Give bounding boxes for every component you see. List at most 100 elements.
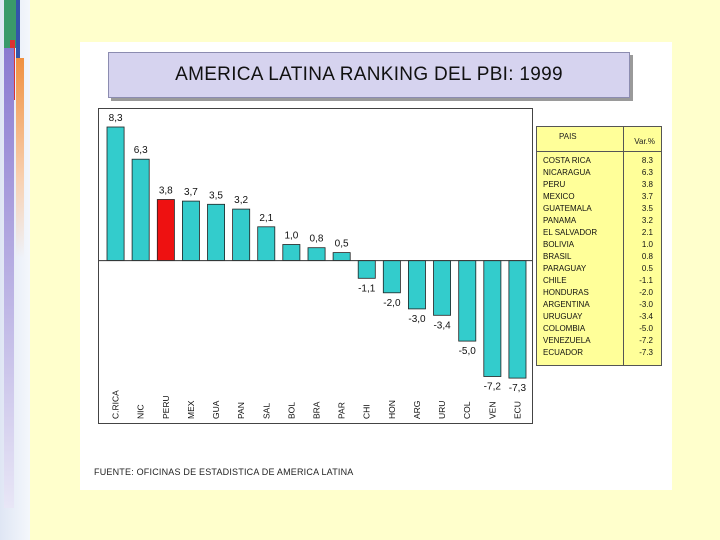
table-row: COLOMBIA -5.0	[537, 324, 661, 336]
category-label: ARG	[412, 401, 422, 419]
bar-hon	[382, 260, 401, 294]
value-label: 3,8	[159, 186, 173, 197]
category-label: ECU	[512, 401, 522, 419]
table-country: PARAGUAY	[543, 264, 587, 273]
table-country: CHILE	[543, 276, 567, 285]
header-country: PAIS	[559, 132, 577, 141]
value-label: 6,3	[134, 145, 148, 156]
category-label: COL	[462, 401, 472, 419]
table-value: 1.0	[641, 240, 653, 249]
value-label: -3,0	[408, 314, 426, 325]
ranking-table: PAIS Var.% COSTA RICA 8.3 NICARAGUA 6.3 PERU…	[536, 126, 662, 366]
chart-title: AMERICA LATINA RANKING DEL PBI: 1999	[108, 52, 630, 98]
slide-left-strip	[0, 0, 30, 540]
value-label: 3,5	[209, 190, 223, 201]
table-value: 0.8	[641, 252, 653, 261]
bar-par	[332, 252, 351, 262]
table-country: ECUADOR	[543, 348, 584, 357]
category-label: BOL	[286, 402, 296, 419]
table-country: ARGENTINA	[543, 300, 590, 309]
table-row: VENEZUELA -7.2	[537, 336, 661, 348]
table-country: BOLIVIA	[543, 240, 575, 249]
table-country: GUATEMALA	[543, 204, 592, 213]
table-country: COLOMBIA	[543, 324, 586, 333]
table-value: -3.0	[639, 300, 653, 309]
table-country: URUGUAY	[543, 312, 583, 321]
value-label: -7,2	[484, 382, 502, 393]
bar-gua	[207, 203, 226, 262]
table-row: NICARAGUA 6.3	[537, 168, 661, 180]
bar-chart: 8,3 6,3 3,8 3,7 3,5 3,2 2,1 1,0 0,8 0,5 -1,1 -2,0 -3…	[99, 113, 532, 419]
category-label: PAN	[236, 402, 246, 419]
bar-arg	[407, 260, 426, 310]
table-country: EL SALVADOR	[543, 228, 598, 237]
bar-pan	[232, 208, 251, 261]
table-row: PARAGUAY 0.5	[537, 264, 661, 276]
table-country: MEXICO	[543, 192, 575, 201]
table-row: HONDURAS -2.0	[537, 288, 661, 300]
category-label: SAL	[261, 403, 271, 419]
table-row: CHILE -1.1	[537, 276, 661, 288]
value-label: -1,1	[358, 283, 376, 294]
value-label: 1,0	[284, 231, 298, 242]
bar-uru	[433, 260, 452, 316]
strip-line-green	[4, 0, 16, 48]
bar-bol	[282, 244, 301, 262]
table-value: 3.2	[641, 216, 653, 225]
category-label: C.RICA	[111, 390, 121, 419]
value-label: -7,3	[509, 383, 527, 394]
table-value: -7.2	[639, 336, 653, 345]
table-country: HONDURAS	[543, 288, 589, 297]
bar-ven	[483, 260, 502, 377]
table-header: PAIS Var.%	[537, 127, 661, 152]
strip-line-blue	[16, 0, 20, 60]
value-label: -5,0	[459, 346, 477, 357]
category-label: GUA	[211, 400, 221, 419]
table-row: MEXICO 3.7	[537, 192, 661, 204]
category-label: PERU	[161, 395, 171, 419]
category-label: NIC	[136, 404, 146, 419]
table-value: -2.0	[639, 288, 653, 297]
bar-sal	[257, 226, 276, 262]
table-row: EL SALVADOR 2.1	[537, 228, 661, 240]
category-label: BRA	[312, 401, 322, 419]
chart-frame: 8,3 6,3 3,8 3,7 3,5 3,2 2,1 1,0 0,8 0,5 -1,1 -2,0 -3…	[98, 108, 533, 424]
bar-mex	[182, 200, 200, 261]
table-country: PANAMA	[543, 216, 577, 225]
category-label: MEX	[186, 400, 196, 419]
value-label: 0,5	[335, 239, 349, 250]
table-value: -1.1	[639, 276, 653, 285]
bar-col	[458, 260, 477, 342]
value-label: 2,1	[259, 213, 273, 224]
table-value: 3.8	[641, 180, 653, 189]
category-label: CHI	[362, 404, 372, 419]
table-value: 2.1	[641, 228, 653, 237]
value-label: -2,0	[383, 298, 401, 309]
table-row: ARGENTINA -3.0	[537, 300, 661, 312]
table-row: BRASIL 0.8	[537, 252, 661, 264]
source-note: FUENTE: OFICINAS DE ESTADISTICA DE AMERI…	[94, 467, 354, 477]
table-value: 3.5	[641, 204, 653, 213]
table-row: URUGUAY -3.4	[537, 312, 661, 324]
table-country: VENEZUELA	[543, 336, 591, 345]
value-label: 8,3	[109, 113, 123, 124]
table-country: BRASIL	[543, 252, 572, 261]
table-value: 3.7	[641, 192, 653, 201]
category-label: VEN	[487, 402, 497, 419]
value-label: 3,2	[234, 195, 248, 206]
table-value: 8.3	[641, 156, 653, 165]
category-label: HON	[387, 400, 397, 419]
table-row: PANAMA 3.2	[537, 216, 661, 228]
bar-peru	[156, 199, 175, 261]
table-value: -7.3	[639, 348, 653, 357]
table-row: PERU 3.8	[537, 180, 661, 192]
table-country: NICARAGUA	[543, 168, 591, 177]
bar-ecu	[508, 260, 527, 379]
table-value: -5.0	[639, 324, 653, 333]
table-row: ECUADOR -7.3	[537, 348, 661, 360]
table-value: -3.4	[639, 312, 653, 321]
table-value: 0.5	[641, 264, 653, 273]
bar-nic	[131, 158, 150, 262]
category-label: URU	[437, 401, 447, 419]
table-country: PERU	[543, 180, 566, 189]
